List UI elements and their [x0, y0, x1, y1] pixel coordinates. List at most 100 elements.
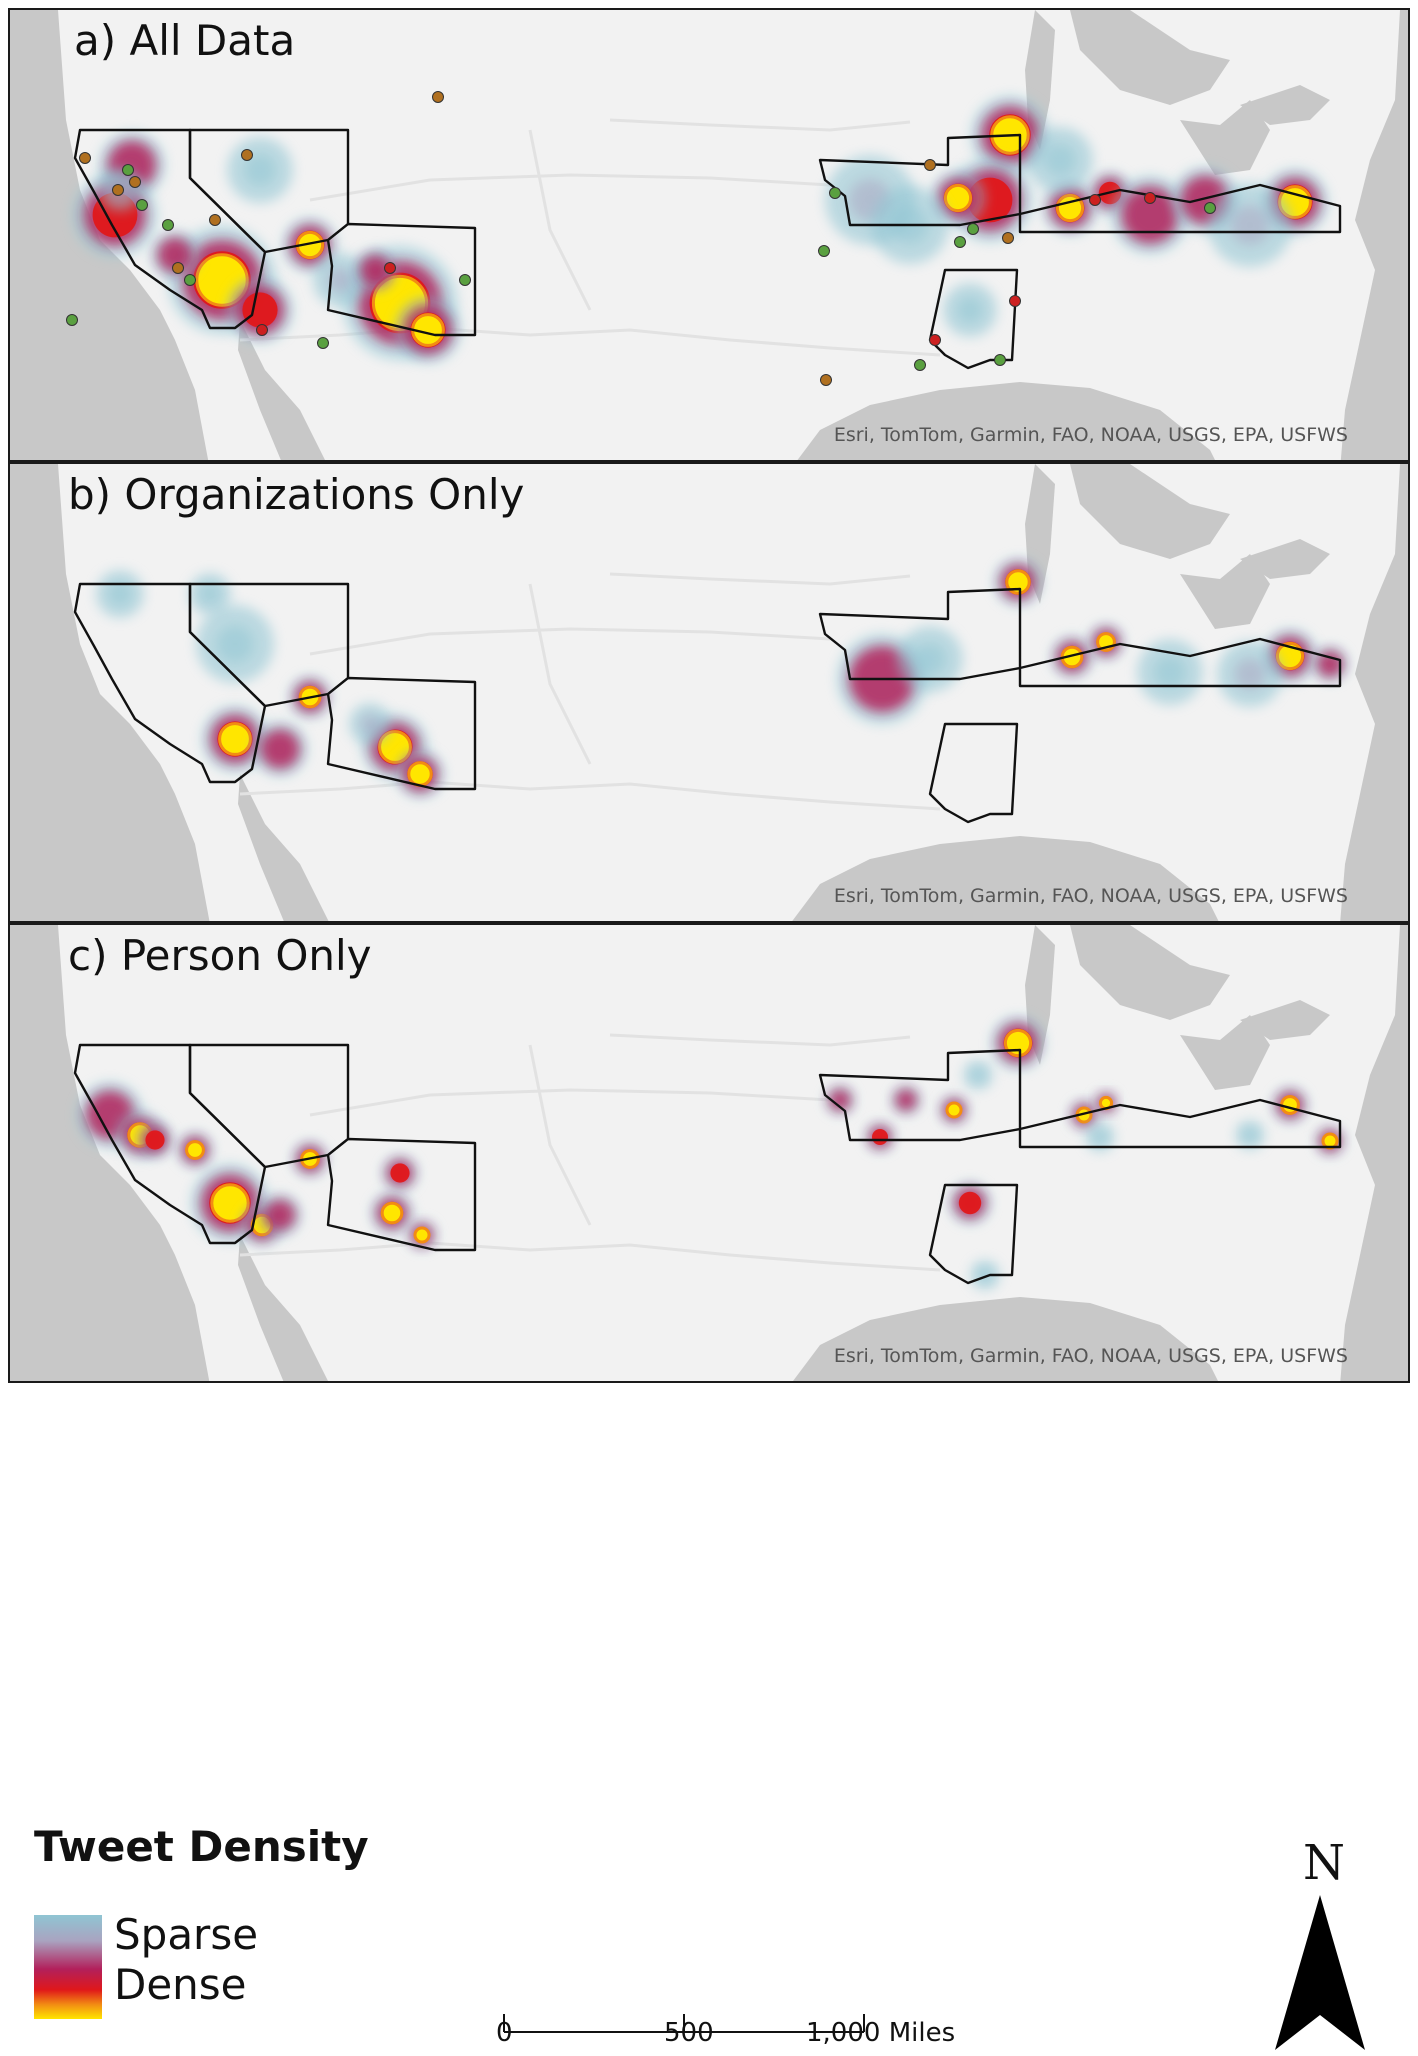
density-core: [145, 1130, 165, 1150]
road-line: [309, 173, 831, 202]
density-peak: [1280, 1095, 1300, 1115]
water-body: [238, 320, 325, 460]
tweet-point: [112, 184, 124, 196]
state-boundary: [928, 1183, 1019, 1285]
road-line: [309, 627, 831, 656]
map-attribution: Esri, TomTom, Garmin, FAO, NOAA, USGS, E…: [833, 885, 1348, 907]
water-body: [792, 836, 1219, 921]
state-boundary: [326, 222, 477, 337]
density-core: [264, 1199, 296, 1231]
water-body: [1070, 925, 1230, 1020]
water-body: [793, 1297, 1218, 1381]
density-core: [829, 1089, 851, 1111]
legend-label-dense: Dense: [114, 1960, 247, 2009]
density-core: [360, 714, 380, 734]
tweet-point: [1089, 194, 1101, 206]
density-peak: [945, 1101, 963, 1119]
legend-label-sparse: Sparse: [114, 1910, 259, 1959]
scale-bar: [503, 2014, 865, 2033]
water-body: [10, 925, 210, 1381]
tweet-point: [954, 236, 966, 248]
density-peak: [185, 1140, 205, 1160]
tweet-point: [994, 354, 1006, 366]
state-boundary: [326, 676, 477, 791]
north-label: N: [1303, 1835, 1345, 1891]
tweet-point: [241, 149, 253, 161]
north-arrow-icon: [1275, 1895, 1365, 2050]
tweet-point: [914, 359, 926, 371]
density-core: [244, 154, 276, 186]
density-core: [327, 267, 353, 293]
tweet-point: [929, 334, 941, 346]
water-body: [1180, 1015, 1270, 1090]
tweet-point: [1009, 295, 1021, 307]
density-core: [1316, 650, 1344, 678]
water-body: [1070, 464, 1230, 559]
state-boundary: [928, 722, 1019, 824]
density-peak: [218, 722, 252, 756]
road-line: [528, 1044, 592, 1226]
road-line: [239, 780, 941, 811]
tweet-point: [184, 274, 196, 286]
tweet-point: [122, 164, 134, 176]
water-body: [1070, 10, 1230, 105]
road-line: [609, 1033, 911, 1047]
panel-title: b) Organizations Only: [68, 470, 525, 519]
panel-title: c) Person Only: [68, 931, 372, 980]
state-boundary: [326, 1137, 477, 1252]
road-line: [528, 583, 592, 765]
density-core: [359, 254, 391, 286]
panel-title: a) All Data: [74, 16, 296, 65]
state-boundary: [818, 587, 1342, 688]
tweet-point: [172, 262, 184, 274]
density-core: [1230, 205, 1270, 245]
water-body: [1240, 85, 1330, 125]
road-line: [309, 1088, 831, 1117]
water-body: [1180, 100, 1270, 175]
density-core: [242, 292, 278, 328]
water-body: [1240, 1000, 1330, 1040]
road-line: [528, 129, 592, 311]
density-core: [957, 297, 983, 323]
water-body: [1180, 554, 1270, 629]
legend-title: Tweet Density: [34, 1822, 369, 1871]
tweet-point: [209, 214, 221, 226]
water-body: [10, 464, 210, 921]
tweet-point: [66, 314, 78, 326]
map-canvas: [10, 925, 1408, 1381]
map-attribution: Esri, TomTom, Garmin, FAO, NOAA, USGS, E…: [833, 1345, 1348, 1367]
density-peak: [407, 761, 433, 787]
road-line: [609, 118, 911, 132]
density-core: [108, 582, 132, 606]
map-panel-person-only: c) Person Only Esri, TomTom, Garmin, FAO…: [8, 923, 1410, 1383]
density-core: [895, 1089, 917, 1111]
density-peak: [380, 1201, 404, 1225]
density-core: [390, 1163, 410, 1183]
tweet-point: [924, 159, 936, 171]
density-peak: [413, 1226, 431, 1244]
density-peak: [1005, 569, 1031, 595]
density-core: [1121, 186, 1179, 244]
water-body: [1240, 539, 1330, 579]
tweet-point: [432, 91, 444, 103]
density-peak: [943, 183, 973, 213]
map-attribution: Esri, TomTom, Garmin, FAO, NOAA, USGS, E…: [833, 424, 1348, 446]
tweet-point: [256, 324, 268, 336]
tweet-point: [1204, 202, 1216, 214]
tweet-point: [162, 219, 174, 231]
tweet-point: [967, 223, 979, 235]
scale-label-1000: 1,000 Miles: [806, 2018, 956, 2048]
density-core: [914, 643, 946, 675]
density-peak: [210, 1183, 250, 1223]
density-color-ramp: [34, 1915, 102, 2019]
tweet-point: [459, 274, 471, 286]
tweet-point: [1144, 192, 1156, 204]
road-line: [609, 572, 911, 586]
tweet-point: [820, 374, 832, 386]
map-canvas: [10, 10, 1408, 460]
density-core: [200, 584, 220, 604]
scale-label-0: 0: [496, 2018, 513, 2048]
tweet-point: [136, 199, 148, 211]
map-canvas: [10, 464, 1408, 921]
tweet-point: [829, 187, 841, 199]
